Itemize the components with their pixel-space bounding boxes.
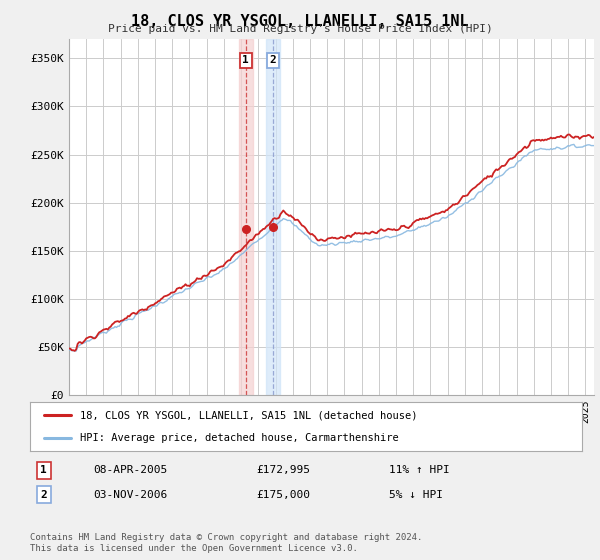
Text: 5% ↓ HPI: 5% ↓ HPI — [389, 490, 443, 500]
Text: 1: 1 — [242, 55, 249, 66]
Text: £175,000: £175,000 — [256, 490, 310, 500]
Text: 2: 2 — [40, 490, 47, 500]
Text: Price paid vs. HM Land Registry's House Price Index (HPI): Price paid vs. HM Land Registry's House … — [107, 24, 493, 34]
Text: 18, CLOS YR YSGOL, LLANELLI, SA15 1NL (detached house): 18, CLOS YR YSGOL, LLANELLI, SA15 1NL (d… — [80, 410, 417, 421]
Text: 1: 1 — [40, 465, 47, 475]
Text: HPI: Average price, detached house, Carmarthenshire: HPI: Average price, detached house, Carm… — [80, 433, 398, 444]
Text: Contains HM Land Registry data © Crown copyright and database right 2024.
This d: Contains HM Land Registry data © Crown c… — [30, 533, 422, 553]
Text: 2: 2 — [269, 55, 276, 66]
Bar — [266, 39, 280, 395]
Text: 03-NOV-2006: 03-NOV-2006 — [94, 490, 168, 500]
Bar — [239, 39, 253, 395]
Text: 08-APR-2005: 08-APR-2005 — [94, 465, 168, 475]
Text: 11% ↑ HPI: 11% ↑ HPI — [389, 465, 449, 475]
Text: £172,995: £172,995 — [256, 465, 310, 475]
Text: 18, CLOS YR YSGOL, LLANELLI, SA15 1NL: 18, CLOS YR YSGOL, LLANELLI, SA15 1NL — [131, 14, 469, 29]
